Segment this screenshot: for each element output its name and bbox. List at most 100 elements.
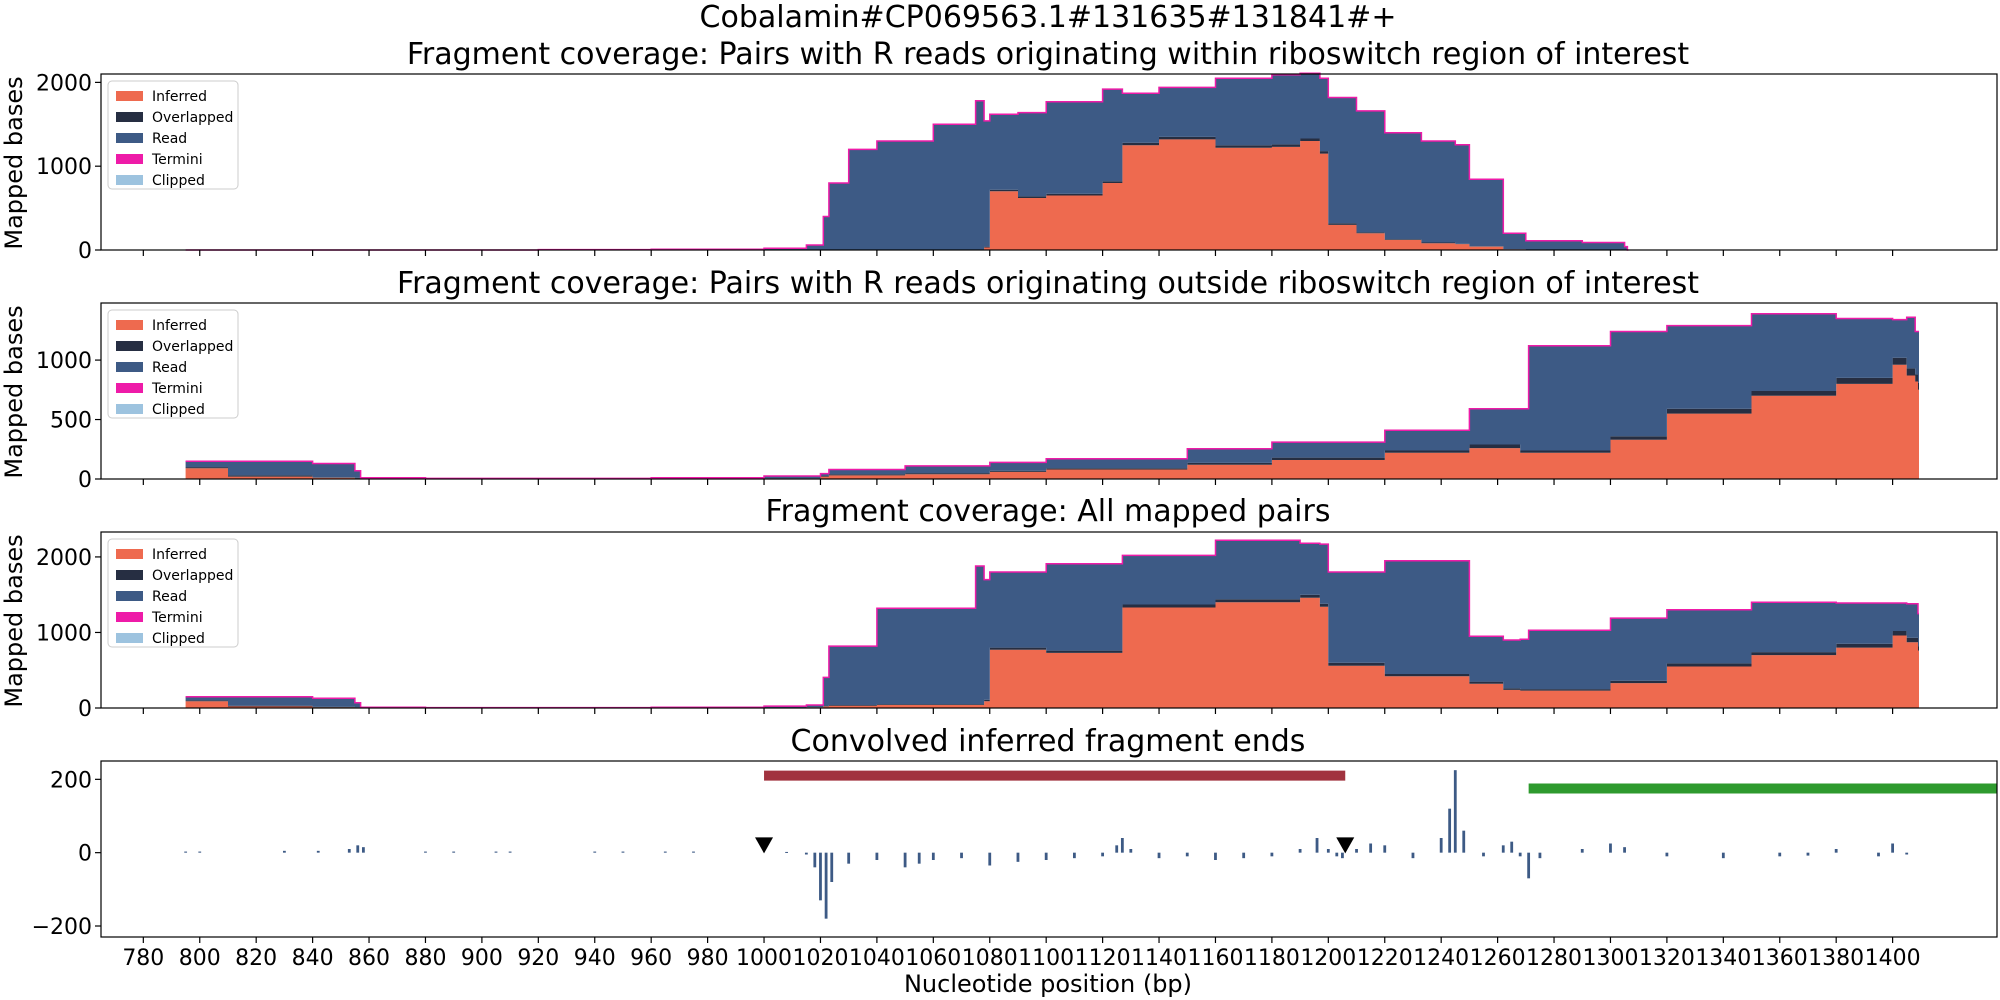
axes-frame [100,760,1998,938]
bar [1044,852,1048,860]
bar [1482,852,1485,857]
bar [621,851,625,853]
bar [988,852,992,866]
area-inferred [185,139,1629,250]
bar [1905,852,1909,855]
x-tick-label: 900 [461,946,503,971]
x-tick-label: 1240 [1413,946,1469,971]
x-tick-label: 780 [122,946,164,971]
bar [1101,852,1105,857]
legend-label-clipped: Clipped [152,631,205,647]
bar [1383,845,1387,853]
bar [1016,852,1020,862]
bar [824,852,828,919]
legend-label-inferred: Inferred [152,547,207,563]
x-tick-label: 820 [235,946,277,971]
bar [1369,843,1373,853]
bar [875,852,879,860]
bar [1510,841,1514,853]
x-tick-label: 1080 [962,946,1018,971]
x-tick-label: 860 [348,946,390,971]
legend-swatch-termini [116,383,143,393]
legend-label-clipped: Clipped [152,402,205,418]
x-tick-label: 940 [574,946,616,971]
x-tick-label: 1060 [905,946,961,971]
bar [1242,852,1246,859]
bar [356,845,360,853]
legend-swatch-termini [116,612,143,622]
legend-swatch-overlapped [116,341,143,351]
panel-3-plot: −200 0 200 [32,760,1998,940]
x-tick-label: 1220 [1357,946,1413,971]
x-tick-label: 1340 [1695,946,1751,971]
axes-frame [100,73,1998,251]
coverage-panel-outside: Fragment coverage: Pairs with R reads or… [0,266,1998,493]
bar [1877,852,1880,857]
bar [903,852,907,868]
bar [1355,849,1358,853]
x-tick-label: 1020 [792,946,848,971]
legend-label-overlapped: Overlapped [152,110,233,126]
legend-label-read: Read [152,589,187,605]
y-tick-label: 0 [78,468,92,493]
termini-line [185,312,1919,480]
panel-1-title: Fragment coverage: Pairs with R reads or… [397,266,1699,301]
y-tick-label: 200 [50,768,92,793]
bar [804,852,808,855]
figure-suptitle: Cobalamin#CP069563.1#131635#131841#+ [700,0,1397,35]
bar [316,850,320,853]
bar [1834,849,1838,853]
x-tick-label: 800 [179,946,221,971]
legend-label-inferred: Inferred [152,318,207,334]
x-tick-label: 1180 [1244,946,1300,971]
bar [785,851,789,853]
bar [847,852,851,864]
legend-label-read: Read [152,131,187,147]
bar [1185,852,1189,857]
bar [1448,808,1452,853]
panel-0-title: Fragment coverage: Pairs with R reads or… [407,37,1690,72]
bar [931,852,935,860]
bar [1072,852,1076,859]
y-tick-label: 1000 [36,621,92,646]
area-inferred [185,597,1920,708]
bar [1157,852,1161,859]
panel-1-ylabel: Mapped bases [0,305,28,478]
panel-2-title: Fragment coverage: All mapped pairs [766,494,1331,529]
y-tick-label: 0 [78,697,92,722]
bar [1115,845,1119,853]
bar [1298,849,1302,853]
bar [1538,852,1542,859]
x-axis-label: Nucleotide position (bp) [904,970,1192,998]
bar [1527,852,1531,879]
x-tick-label: 1200 [1300,946,1356,971]
bar [1326,849,1330,853]
legend-swatch-clipped [116,633,143,643]
bar [1806,852,1810,856]
bar [830,852,834,882]
bar [663,851,667,853]
panel-3-xticks: 780 800 820 840 860 880 900 920 940 960 980 1000 102… [122,937,1921,971]
x-tick-label: 1100 [1018,946,1074,971]
bar [1214,852,1217,860]
x-tick-label: 1260 [1470,946,1526,971]
x-tick-label: 980 [687,946,729,971]
bar [1462,830,1466,853]
area-read [185,313,1920,479]
x-tick-label: 1280 [1526,946,1582,971]
x-tick-label: 1400 [1865,946,1921,971]
panel-1-legend: Inferred Overlapped Read Termini Clipped [107,309,239,419]
bar [198,851,202,853]
bar [593,851,597,853]
legend-label-read: Read [152,360,187,376]
convolved-ends-panel: Convolved inferred fragment ends −200 0 20… [32,724,1998,971]
legend-swatch-read [116,133,143,143]
bar [1129,849,1133,853]
legend-swatch-inferred [116,549,143,559]
bar [1891,843,1895,853]
panel-1-plot: 0 500 1000 [36,302,1998,493]
legend-label-termini: Termini [151,152,203,168]
legend-swatch-clipped [116,404,143,414]
x-tick-label: 1140 [1131,946,1187,971]
